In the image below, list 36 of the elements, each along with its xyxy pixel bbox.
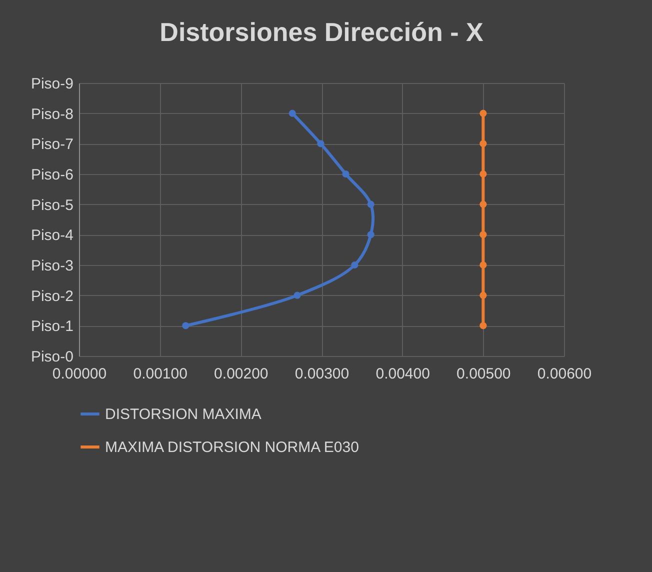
y-tick-label: Piso-7 [30, 136, 74, 154]
point [342, 170, 350, 178]
y-tick-label: Piso-4 [30, 227, 74, 244]
point [480, 292, 487, 299]
y-tick-label: Piso-2 [30, 288, 74, 305]
point [182, 322, 190, 330]
y-tick-label: Piso-0 [30, 348, 74, 366]
point [480, 322, 487, 330]
point [367, 231, 374, 238]
x-tick-label: 0.00300 [294, 366, 350, 382]
point [480, 170, 487, 178]
y-tick-label: Piso-9 [30, 76, 74, 92]
legend-label: DISTORSION MAXIMA [105, 406, 262, 423]
point [480, 261, 487, 269]
point [480, 140, 487, 148]
point [480, 110, 487, 117]
point [480, 231, 487, 238]
point [351, 261, 358, 269]
chart-title: Distorsiones Dirección - X [160, 17, 484, 47]
x-tick-label: 0.00200 [214, 366, 268, 382]
y-tick-label: Piso-5 [30, 196, 74, 214]
legend-label: MAXIMA DISTORSION NORMA E030 [105, 439, 359, 456]
x-tick-label: 0.00500 [456, 366, 511, 382]
x-tick-label: 0.00000 [52, 366, 107, 382]
x-tick-label: 0.00600 [537, 366, 592, 382]
point [294, 292, 301, 299]
y-tick-label: Piso-3 [30, 258, 74, 274]
point [317, 140, 324, 148]
y-tick-label: Piso-8 [30, 106, 74, 123]
point [480, 200, 487, 208]
point [288, 110, 296, 117]
x-tick-label: 0.00400 [376, 366, 430, 382]
y-tick-label: Piso-1 [30, 318, 74, 336]
point [367, 200, 374, 208]
x-tick-label: 0.00100 [133, 366, 188, 382]
y-tick-label: Piso-6 [30, 166, 74, 184]
